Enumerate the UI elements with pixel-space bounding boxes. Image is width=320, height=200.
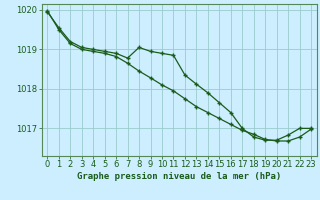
X-axis label: Graphe pression niveau de la mer (hPa): Graphe pression niveau de la mer (hPa) xyxy=(77,172,281,181)
